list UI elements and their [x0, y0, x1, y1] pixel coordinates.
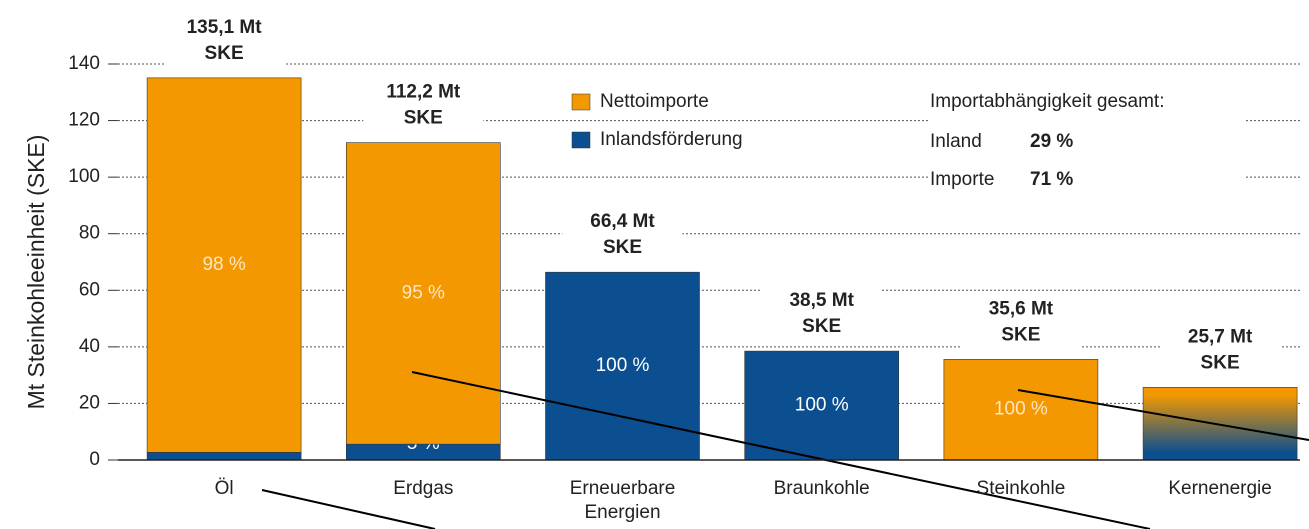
legend-swatch [571, 131, 591, 149]
legend-bg [566, 124, 796, 156]
bar-segment [744, 350, 900, 461]
total-label-bg [960, 295, 1081, 354]
annotation-label: Importe [930, 169, 994, 190]
legend-bg [566, 86, 796, 118]
y-tick-label: 80 [79, 223, 100, 244]
x-tick-label: Öl [215, 478, 234, 499]
y-tick-label: 0 [89, 449, 100, 470]
y-tick-label: 140 [68, 53, 100, 74]
total-label-bg [363, 78, 484, 137]
annotation-bg [928, 84, 1246, 196]
total-label-bg [562, 208, 683, 267]
share-label: 95 % [402, 282, 445, 303]
legend-swatch [571, 93, 591, 111]
share-label: 100 % [596, 355, 650, 376]
y-tick-label: 40 [79, 336, 100, 357]
x-tick-label: Steinkohle [977, 478, 1066, 499]
bar-segment [345, 142, 501, 445]
y-axis-label: Mt Steinkohleeinheit (SKE) [23, 135, 49, 410]
x-tick-label: Erdgas [393, 478, 453, 499]
overlay-lines [261, 371, 1309, 529]
share-label: 100 % [994, 399, 1048, 420]
bar-segment [1142, 387, 1298, 461]
total-label-bg [164, 13, 285, 72]
total-label-bg [1160, 323, 1281, 382]
total-label: 35,6 Mt SKE [989, 298, 1054, 345]
x-tick-label: Erneuerbare Energien [570, 478, 676, 523]
annotation-value: 29 % [1030, 131, 1073, 152]
annotation-value: 71 % [1030, 169, 1073, 190]
bar-segment [146, 77, 302, 453]
total-label: 25,7 Mt SKE [1188, 326, 1253, 373]
legend-label: Nettoimporte [600, 91, 709, 112]
share-label: 98 % [202, 254, 245, 275]
total-label: 112,2 Mt SKE [386, 82, 461, 129]
y-tick-label: 120 [68, 110, 100, 131]
x-tick-label: Kernenergie [1168, 478, 1272, 499]
legend-label: Inlandsförderung [600, 129, 743, 150]
bar-segment [943, 359, 1099, 461]
total-label: 135,1 Mt SKE [187, 17, 263, 64]
total-label: 66,4 Mt SKE [590, 211, 655, 258]
annotation-label: Inland [930, 131, 982, 152]
y-tick-label: 60 [79, 279, 100, 300]
total-label-bg [761, 287, 882, 346]
y-tick-label: 20 [79, 392, 100, 413]
y-tick-label: 100 [68, 166, 100, 187]
annotation-title: Importabhängigkeit gesamt: [930, 91, 1164, 112]
x-tick-label: Braunkohle [774, 478, 870, 499]
share-label: 100 % [795, 395, 849, 416]
total-label: 38,5 Mt SKE [789, 290, 854, 337]
